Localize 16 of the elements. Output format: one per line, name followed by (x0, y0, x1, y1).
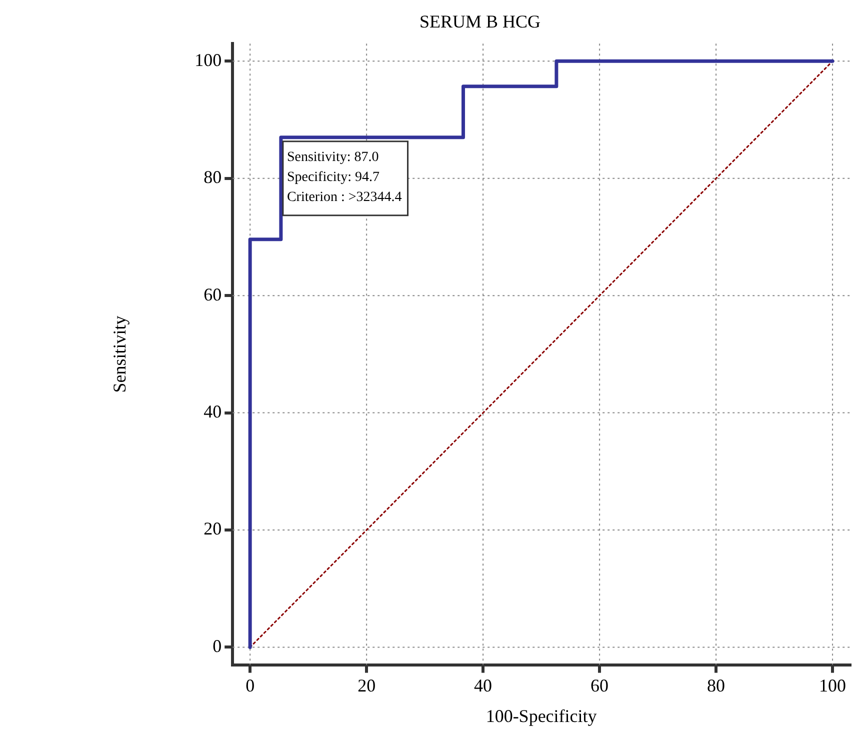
y-tick-label: 20 (204, 518, 222, 539)
x-axis-title: 100-Specificity (486, 706, 597, 726)
y-tick-label: 60 (204, 284, 222, 304)
x-tick-label: 40 (474, 675, 492, 696)
annotation: Sensitivity: 87.0 Specificity: 94.7 Criterion : >32344.4 (286, 150, 402, 206)
x-tick-label: 60 (590, 675, 609, 696)
y-tick-label: 100 (194, 50, 222, 70)
y-tick-label: 80 (204, 167, 222, 188)
y-tick-label: 0 (212, 636, 222, 656)
x-tick-label: 0 (246, 675, 255, 696)
y-tick-label: 40 (204, 402, 222, 422)
x-tick-label: 100 (819, 675, 846, 696)
x-tick-label: 80 (707, 675, 726, 696)
chart-title: SERUM B HCG (419, 12, 541, 32)
x-tick-label: 20 (358, 675, 376, 696)
y-axis-title: Sensitivity (110, 316, 130, 393)
